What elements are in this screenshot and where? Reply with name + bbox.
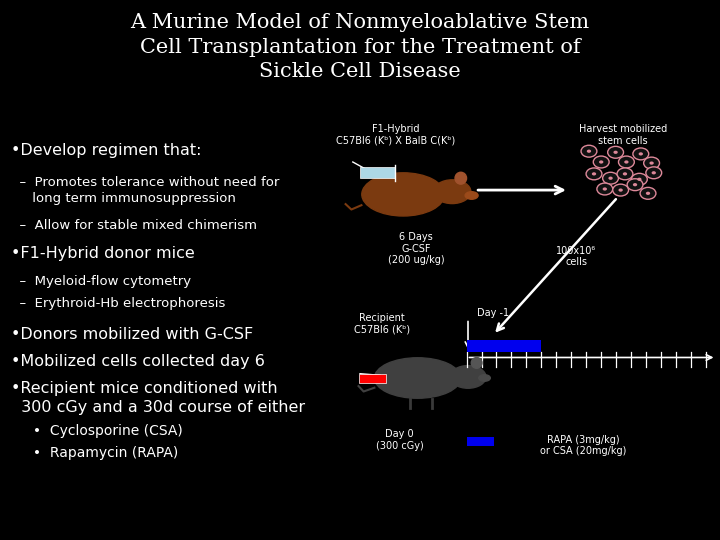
- Ellipse shape: [465, 192, 478, 199]
- Ellipse shape: [362, 173, 445, 216]
- Text: •  Rapamycin (RAPA): • Rapamycin (RAPA): [11, 446, 178, 460]
- Text: 100x10⁶
cells: 100x10⁶ cells: [556, 246, 596, 267]
- Text: Day -1: Day -1: [477, 308, 509, 318]
- Text: –  Erythroid-Hb electrophoresis: – Erythroid-Hb electrophoresis: [11, 297, 225, 310]
- Text: •Donors mobilized with G-CSF: •Donors mobilized with G-CSF: [11, 327, 253, 342]
- Circle shape: [617, 168, 633, 180]
- Circle shape: [597, 183, 613, 195]
- Text: RAPA (3mg/kg)
or CSA (20mg/kg): RAPA (3mg/kg) or CSA (20mg/kg): [540, 435, 626, 456]
- Text: Week: Week: [423, 373, 449, 383]
- Circle shape: [603, 172, 618, 184]
- FancyBboxPatch shape: [359, 374, 386, 383]
- Circle shape: [646, 192, 650, 195]
- Bar: [467, 437, 494, 446]
- Circle shape: [646, 167, 662, 179]
- Circle shape: [640, 187, 656, 199]
- Circle shape: [633, 183, 637, 186]
- Ellipse shape: [450, 366, 486, 388]
- Circle shape: [587, 150, 591, 153]
- Ellipse shape: [455, 172, 467, 184]
- Circle shape: [613, 151, 618, 154]
- Text: Sickle Cell Disease: Sickle Cell Disease: [259, 62, 461, 81]
- Circle shape: [624, 160, 629, 164]
- Circle shape: [608, 146, 624, 158]
- Text: A Murine Model of Nonmyeloablative Stem: A Murine Model of Nonmyeloablative Stem: [130, 14, 590, 32]
- Circle shape: [623, 172, 627, 176]
- Ellipse shape: [479, 375, 490, 381]
- Text: 6 Days
G-CSF
(200 ug/kg): 6 Days G-CSF (200 ug/kg): [388, 232, 444, 265]
- Circle shape: [593, 156, 609, 168]
- Ellipse shape: [433, 180, 471, 204]
- Circle shape: [652, 171, 656, 174]
- Circle shape: [644, 157, 660, 169]
- Circle shape: [586, 168, 602, 180]
- Text: •F1-Hybrid donor mice: •F1-Hybrid donor mice: [11, 246, 194, 261]
- Text: Day 0
(300 cGy): Day 0 (300 cGy): [376, 429, 423, 451]
- Circle shape: [603, 187, 607, 191]
- Circle shape: [639, 152, 643, 156]
- FancyBboxPatch shape: [360, 167, 395, 178]
- Circle shape: [631, 173, 647, 185]
- Text: •  Cyclosporine (CSA): • Cyclosporine (CSA): [11, 424, 183, 438]
- Circle shape: [618, 156, 634, 168]
- Circle shape: [592, 172, 596, 176]
- Circle shape: [637, 178, 642, 181]
- Text: •Recipient mice conditioned with
  300 cGy and a 30d course of either: •Recipient mice conditioned with 300 cGy…: [11, 381, 305, 415]
- Text: –  Allow for stable mixed chimerism: – Allow for stable mixed chimerism: [11, 219, 257, 232]
- Ellipse shape: [374, 357, 461, 399]
- Ellipse shape: [471, 357, 482, 368]
- Bar: [467, 340, 541, 352]
- Circle shape: [633, 148, 649, 160]
- Circle shape: [649, 161, 654, 165]
- Circle shape: [618, 188, 623, 192]
- Circle shape: [599, 160, 603, 164]
- Text: Recipient
C57Bl6 (Kᵇ): Recipient C57Bl6 (Kᵇ): [354, 313, 410, 335]
- Circle shape: [627, 179, 643, 191]
- Text: –  Promotes tolerance without need for
     long term immunosuppression: – Promotes tolerance without need for lo…: [11, 176, 279, 205]
- Text: –  Myeloid-flow cytometry: – Myeloid-flow cytometry: [11, 275, 191, 288]
- Text: •Mobilized cells collected day 6: •Mobilized cells collected day 6: [11, 354, 265, 369]
- Text: Harvest mobilized
stem cells: Harvest mobilized stem cells: [579, 124, 667, 146]
- Text: Cell Transplantation for the Treatment of: Cell Transplantation for the Treatment o…: [140, 38, 580, 57]
- Text: •Develop regimen that:: •Develop regimen that:: [11, 143, 202, 158]
- Text: F1-Hybrid
C57Bl6 (Kᵇ) X BalB C(Kᵇ): F1-Hybrid C57Bl6 (Kᵇ) X BalB C(Kᵇ): [336, 124, 456, 146]
- Circle shape: [608, 177, 613, 180]
- Circle shape: [613, 184, 629, 196]
- Circle shape: [581, 145, 597, 157]
